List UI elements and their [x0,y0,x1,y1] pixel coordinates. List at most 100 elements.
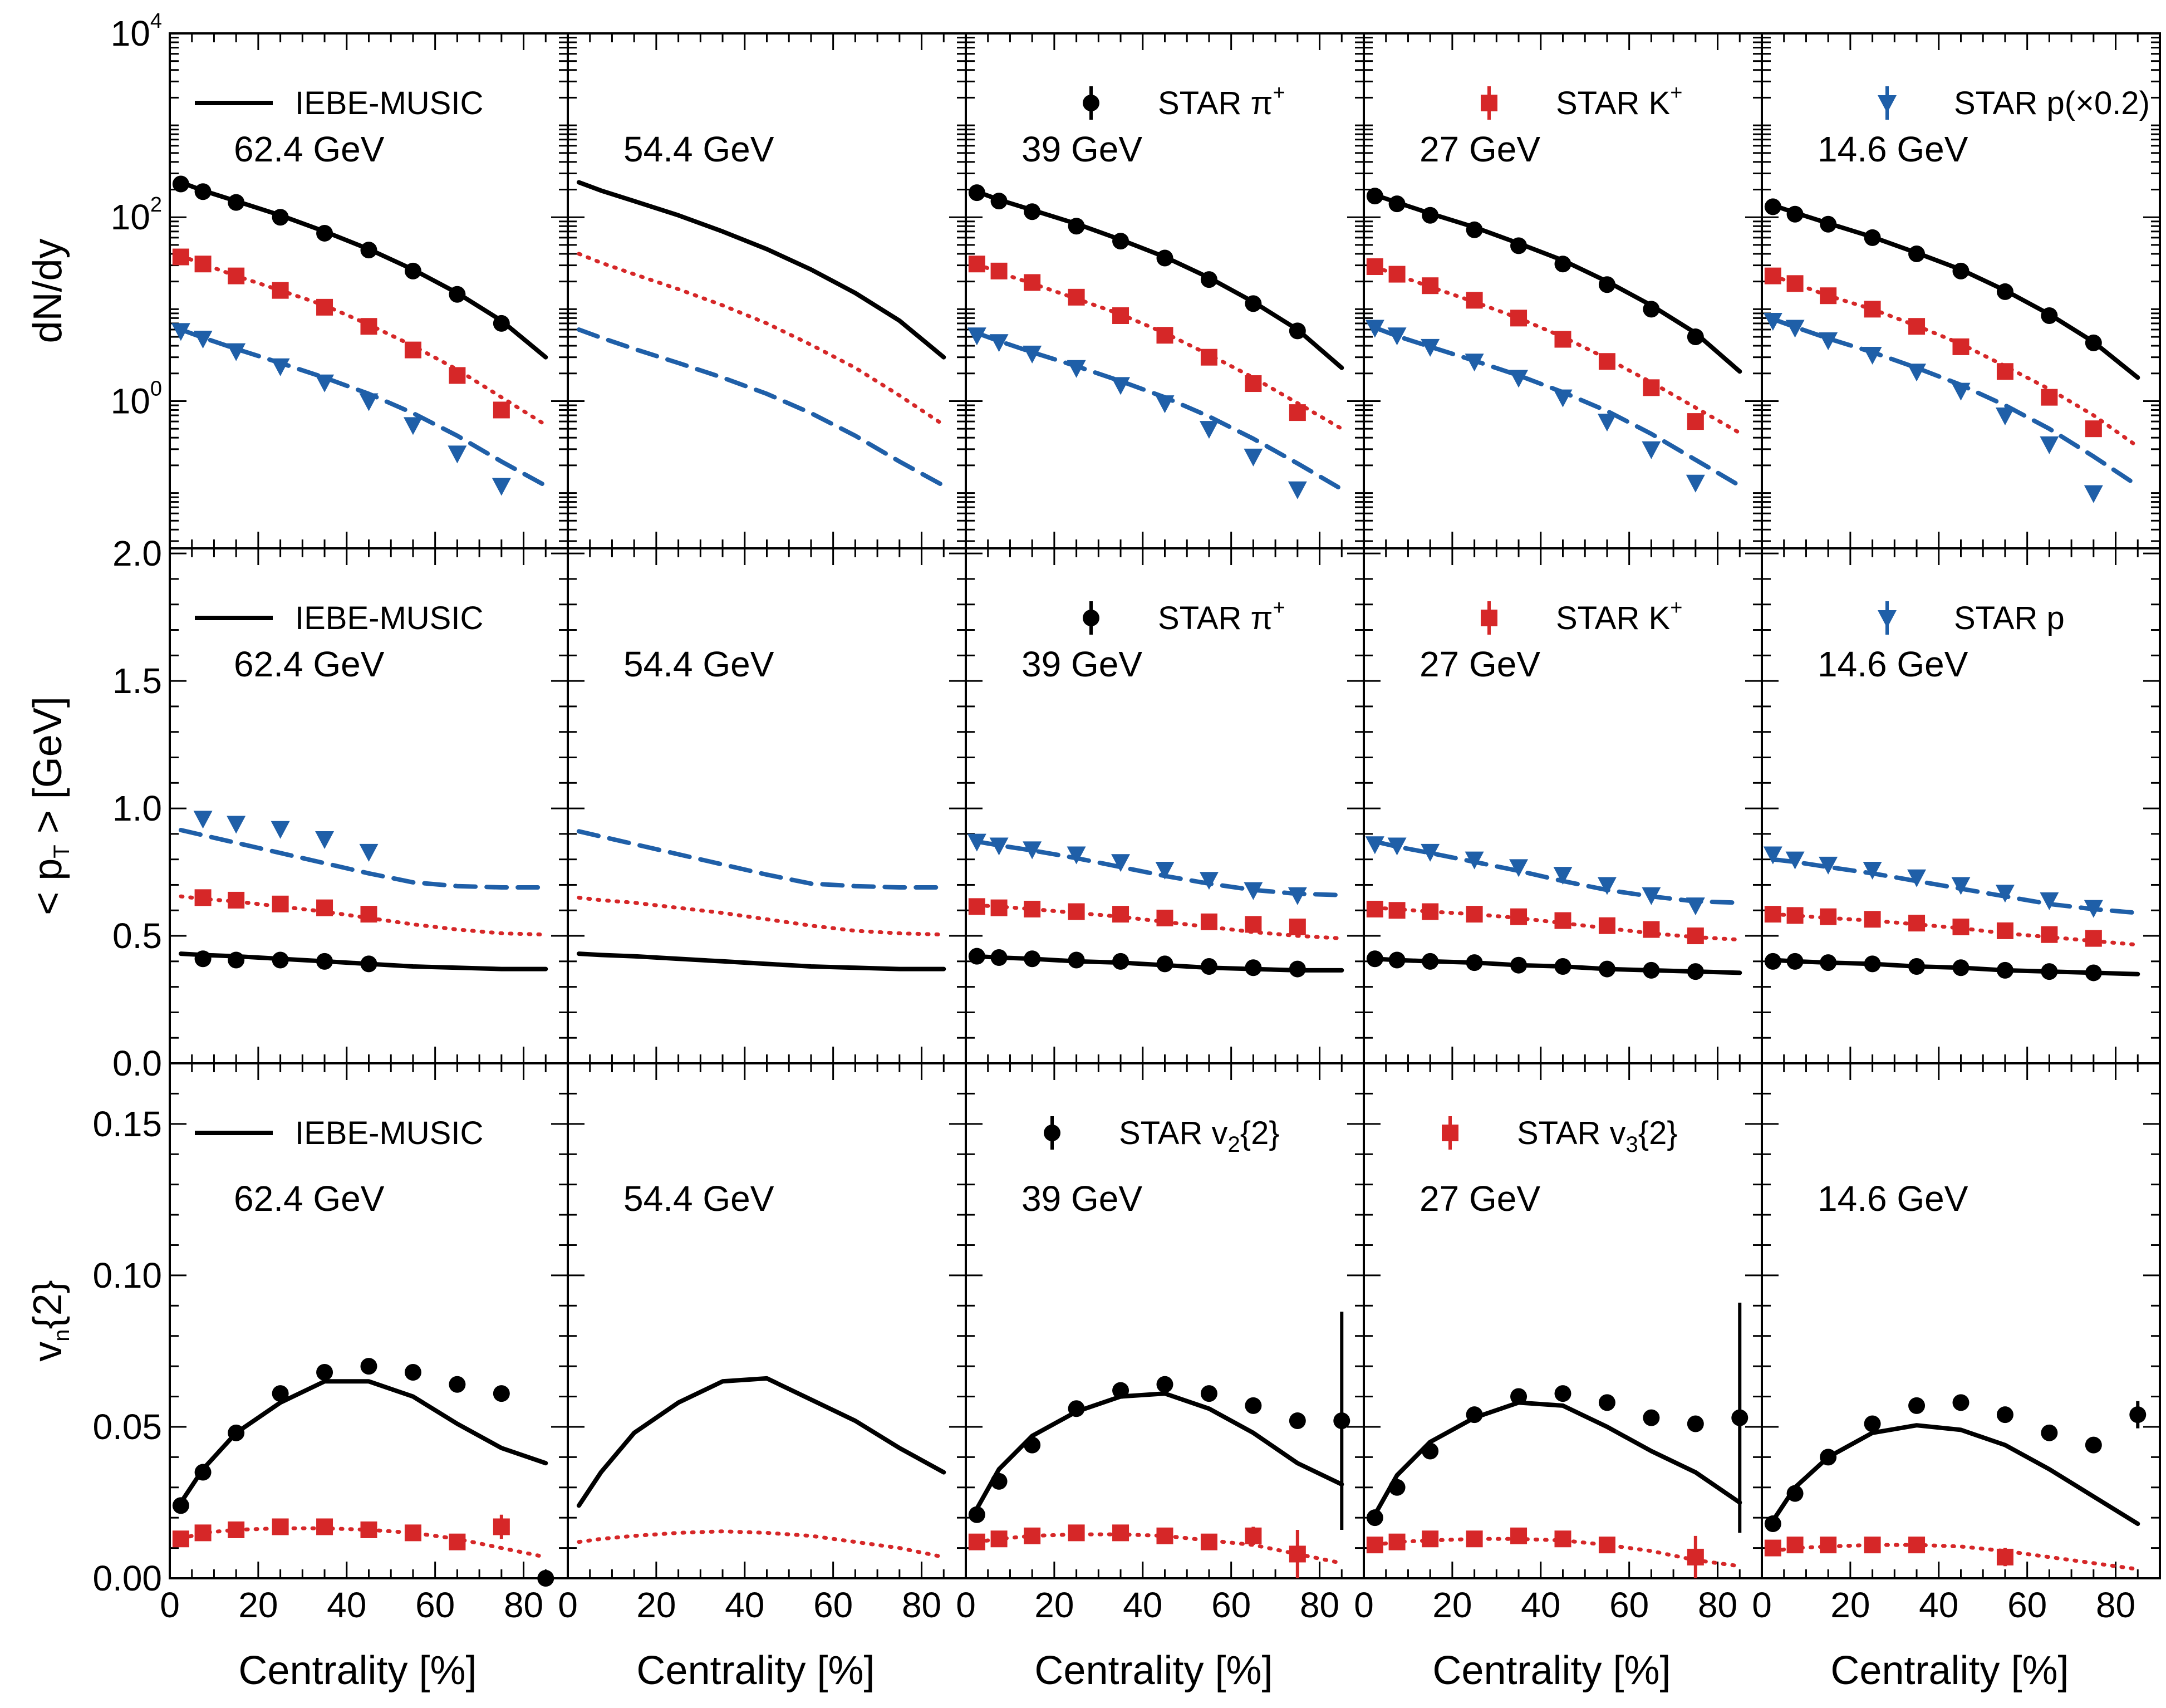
series-group [1764,1394,2147,1572]
data-point [1510,956,1528,974]
data-point [1156,1376,1173,1393]
data-point [1245,375,1262,392]
series-group [1365,836,1742,980]
legend-entry: IEBE-MUSIC [195,600,483,636]
data-point [1388,195,1406,213]
energy-label: 54.4 GeV [623,1179,774,1219]
x-tick-label: 60 [2007,1585,2047,1625]
data-point [1863,861,1882,880]
x-tick-label: 20 [1034,1585,1074,1625]
data-point [228,891,245,909]
data-point [1686,474,1705,493]
y-axis-title-meanpt: < pT > [GeV] [26,696,74,915]
x-ticks [1363,548,1763,1063]
x-tick-label: 80 [2096,1585,2135,1625]
data-point [1764,953,1781,970]
energy-label: 62.4 GeV [234,1179,385,1219]
data-point [968,898,985,915]
data-point [1422,953,1439,970]
data-point [967,327,986,346]
data-point [1245,959,1262,976]
model-curve [577,895,946,937]
x-tick-label: 60 [1211,1585,1251,1625]
data-point [227,816,246,834]
data-point [194,256,212,273]
energy-label: 62.4 GeV [234,644,385,684]
energy-label: 14.6 GeV [1818,129,1968,169]
data-point [1387,837,1407,856]
data-point [1554,331,1571,348]
y-ticks [568,552,966,1064]
y-ticks [568,32,966,542]
model-curve [179,1526,548,1559]
y-ticks [966,1062,1364,1579]
series-group [967,833,1344,978]
data-point [968,184,985,202]
data-point [1068,1400,1085,1417]
data-point [1289,322,1306,340]
data-point [360,318,377,335]
data-point [493,1518,510,1535]
data-point [1422,1530,1439,1548]
data-point [2085,420,2102,438]
model-curve [974,839,1344,897]
data-point [1023,345,1042,364]
model-curve [1770,857,2140,915]
data-point [449,1376,466,1393]
data-point [1245,1527,1262,1544]
legend-marker-swatch [1878,95,1897,113]
legend-label: IEBE-MUSIC [295,1115,483,1151]
legend-marker-swatch [1044,1125,1060,1141]
model-curve [1373,264,1742,435]
data-point [1156,1527,1173,1544]
data-point [1785,851,1805,870]
legend-label: STAR π+ [1158,81,1285,121]
data-point [1388,266,1406,283]
y-ticks [1762,32,2160,542]
data-point [1864,1537,1881,1554]
data-point [1289,919,1306,936]
data-point [1024,1527,1041,1544]
data-point [1068,951,1085,969]
series-group [171,175,548,496]
energy-label: 54.4 GeV [623,129,774,169]
data-point [1554,1385,1571,1402]
data-point [1289,960,1306,978]
legend-entry: STAR v3{2} [1442,1115,1678,1157]
y-tick-label: 102 [111,193,162,237]
data-point [1687,1415,1704,1432]
energy-label: 39 GeV [1021,129,1142,169]
data-point [360,955,377,973]
row-axis-titles: dN/dy < pT > [GeV] vn{2} [26,238,74,1361]
data-point [2041,389,2058,406]
data-point [172,248,189,266]
series-group [968,1312,1350,1578]
data-point [1554,958,1571,975]
data-point [1820,287,1837,305]
data-point [1024,1436,1041,1454]
data-point [1598,276,1615,293]
y-ticks [1364,32,1762,542]
data-point [1598,917,1615,934]
series-group [1763,198,2140,503]
data-point [193,330,213,349]
data-point [449,1533,466,1550]
model-curve [1372,956,1742,975]
data-point [1687,927,1704,945]
data-point [1156,909,1173,926]
data-point [1068,903,1085,920]
data-point [1907,869,1927,887]
data-point [2041,307,2058,325]
y-tick-label: 100 [111,377,162,421]
series-group [1366,1302,1748,1578]
x-tick-label: 0 [558,1585,578,1625]
data-point [228,1424,245,1441]
data-point [990,1530,1008,1548]
data-point [1764,1539,1781,1557]
x-tick-label: 20 [1830,1585,1870,1625]
data-point [1820,1537,1837,1554]
model-curve [1770,317,2140,488]
data-point [172,1530,189,1548]
energy-label: 62.4 GeV [234,129,385,169]
data-point [1996,922,2013,939]
